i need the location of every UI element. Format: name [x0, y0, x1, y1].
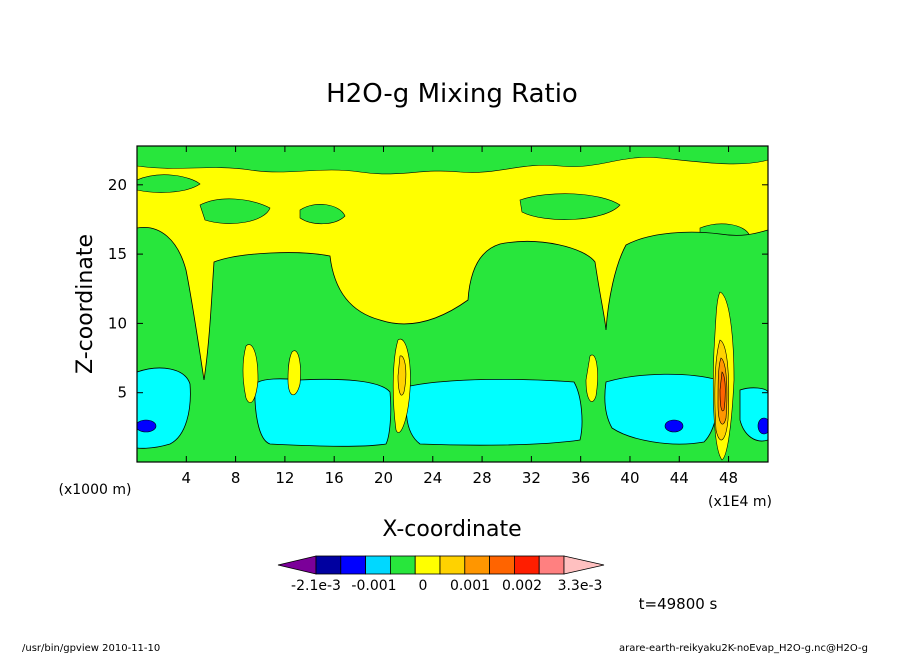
colorbar-swatch: [489, 555, 515, 575]
colorbar-swatch: [340, 555, 366, 575]
contour-green-patch: [299, 204, 346, 225]
colorbar-swatch: [389, 555, 416, 575]
colorbar-swatch: [538, 555, 565, 575]
x-unit-right: (x1E4 m): [708, 494, 772, 510]
contour-blue-spot: [757, 417, 768, 435]
y-tick-label: 15: [108, 245, 127, 263]
colorbar-label: -2.1e-3: [291, 578, 341, 594]
x-tick-label: 44: [670, 469, 689, 487]
colorbar-swatch: [315, 555, 342, 575]
x-tick-label: 8: [231, 469, 241, 487]
contour-cyan-center: [405, 378, 583, 446]
y-tick-label: 5: [117, 384, 127, 402]
y-tick-label: 20: [108, 176, 127, 194]
contour-plume: [242, 344, 259, 403]
contour-blue-spot: [664, 419, 684, 433]
colorbar-swatch: [277, 555, 317, 575]
y-axis-label: Z-coordinate: [73, 234, 98, 374]
footer-left: /usr/bin/gpview 2010-11-10: [22, 643, 160, 654]
colorbar-swatch: [414, 555, 441, 575]
contour-cyan-right: [604, 373, 719, 445]
contour-green-patch: [519, 193, 621, 220]
plot-frame: [136, 145, 769, 463]
contour-green-patch: [199, 198, 271, 224]
x-tick-label: 24: [423, 469, 442, 487]
colorbar-label: -0.001: [351, 578, 396, 594]
colorbar-label: 0: [419, 578, 428, 594]
x-tick-label: 12: [275, 469, 294, 487]
y-axis-ticks: 5 10 15 20: [108, 176, 768, 402]
colorbar-swatch: [514, 555, 540, 575]
x-unit-left: (x1000 m): [59, 482, 132, 498]
colorbar: [277, 555, 605, 575]
colorbar-swatch: [464, 555, 490, 575]
colorbar-label: 0.001: [450, 578, 490, 594]
contour-blue-spot: [137, 419, 157, 433]
contour-plume: [287, 350, 301, 396]
contour-plume-core: [397, 355, 407, 396]
x-tick-label: 28: [473, 469, 492, 487]
x-axis-ticks: 4 8 12 16 20 24 28 32 36 40 44 48: [182, 146, 738, 487]
x-tick-label: 4: [182, 469, 192, 487]
x-tick-label: 16: [325, 469, 344, 487]
x-tick-label: 20: [374, 469, 393, 487]
y-tick-label: 10: [108, 314, 127, 332]
x-tick-label: 40: [620, 469, 639, 487]
contour-cyan-center: [254, 378, 392, 447]
contour-field: [137, 146, 768, 462]
x-tick-label: 36: [571, 469, 590, 487]
colorbar-label: 3.3e-3: [558, 578, 603, 594]
colorbar-swatch: [563, 555, 605, 575]
time-label: t=49800 s: [639, 595, 718, 613]
colorbar-label: 0.002: [502, 578, 542, 594]
contour-plume-core: [719, 371, 726, 412]
colorbar-labels: -2.1e-3 -0.001 0 0.001 0.002 3.3e-3: [291, 578, 602, 594]
x-tick-label: 48: [719, 469, 738, 487]
colorbar-swatch: [365, 555, 391, 575]
contour-plume: [585, 354, 598, 402]
chart-title: H2O-g Mixing Ratio: [326, 79, 578, 109]
colorbar-swatch: [439, 555, 466, 575]
footer-right: arare-earth-reikyaku2K-noEvap_H2O-g.nc@H…: [619, 643, 868, 654]
contour-upper-green: [137, 146, 768, 175]
contour-green-patch: [137, 174, 201, 193]
x-axis-label: X-coordinate: [382, 517, 521, 542]
x-tick-label: 32: [522, 469, 541, 487]
